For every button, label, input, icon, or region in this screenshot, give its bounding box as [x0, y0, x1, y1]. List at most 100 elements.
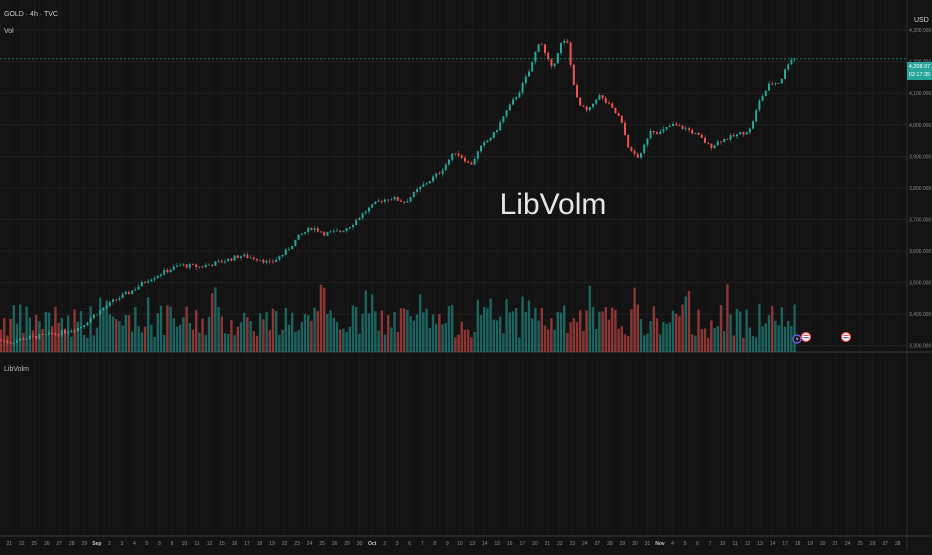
candle — [393, 195, 396, 201]
candle — [83, 325, 86, 329]
time-axis-label: 8 — [433, 541, 436, 547]
candle — [236, 254, 239, 259]
candle — [451, 153, 454, 163]
candle — [515, 96, 518, 101]
candle — [92, 313, 95, 320]
volume-bar — [92, 335, 95, 352]
candle — [553, 63, 556, 69]
candle — [224, 258, 226, 265]
volume-bar — [620, 326, 623, 352]
candle — [192, 263, 194, 266]
volume-bar — [83, 335, 86, 352]
event-flash-icon[interactable] — [792, 334, 802, 344]
volume-bar — [511, 311, 515, 352]
volume-bar — [195, 310, 198, 352]
volume-bar — [627, 335, 630, 352]
candle — [604, 95, 607, 104]
symbol-title[interactable]: GOLD · 4h · TVC — [4, 11, 58, 18]
candle — [537, 43, 540, 53]
candle — [691, 128, 694, 135]
candle — [336, 227, 338, 232]
event-us-flag-icon[interactable] — [800, 331, 812, 343]
candle — [265, 259, 268, 265]
volume-bar — [428, 327, 431, 352]
volume-bar — [364, 290, 367, 352]
volume-bar — [790, 326, 793, 352]
time-axis-label: 9 — [446, 541, 449, 547]
volume-bar — [115, 319, 118, 352]
candle — [646, 138, 649, 148]
volume-bar — [393, 312, 396, 352]
volume-bar — [540, 307, 543, 352]
candle — [496, 129, 498, 134]
candle — [608, 100, 610, 105]
event-markers[interactable] — [792, 331, 852, 344]
volume-bar — [422, 312, 425, 352]
candle — [371, 204, 374, 208]
currency-label[interactable]: USD — [914, 17, 929, 24]
volume-bar — [563, 305, 566, 352]
candle — [163, 267, 166, 276]
time-axis-label: 17 — [520, 541, 526, 547]
candle — [764, 90, 767, 97]
time-axis-label: 9 — [171, 541, 174, 547]
volume-bar — [630, 309, 633, 352]
volume-bar — [649, 321, 652, 352]
time-axis-label: 24 — [845, 541, 851, 547]
time-axis-label: 28 — [607, 541, 613, 547]
candle — [697, 131, 700, 135]
volume-bar — [377, 330, 380, 352]
candle — [678, 123, 681, 127]
volume-bar — [451, 304, 454, 352]
volume-bar — [44, 311, 47, 352]
time-axis-label: 7 — [709, 541, 712, 547]
candle — [432, 174, 434, 184]
volume-bar — [572, 318, 575, 352]
candle — [105, 303, 108, 310]
volume-bar — [326, 314, 329, 352]
candle — [441, 168, 444, 177]
volume-bar — [505, 299, 508, 352]
candle — [588, 106, 591, 112]
volume-bar — [495, 320, 499, 352]
volume-bar — [188, 322, 191, 352]
time-axis-label: 20 — [532, 541, 538, 547]
candle — [147, 279, 150, 284]
candle — [444, 162, 447, 172]
candle — [502, 116, 505, 124]
event-us-flag-icon[interactable] — [840, 331, 852, 343]
volume-bar — [227, 333, 230, 352]
volume-bar — [623, 334, 627, 352]
candle — [76, 327, 79, 332]
time-axis-label: 23 — [570, 541, 576, 547]
volume-bar — [310, 320, 313, 352]
volume-bar — [249, 321, 252, 352]
volume-bar — [444, 322, 447, 352]
volume-indicator-label[interactable]: Vol — [4, 28, 14, 35]
candle — [214, 261, 217, 266]
candle — [208, 263, 210, 266]
candle — [793, 57, 796, 63]
time-axis-label: 13 — [469, 541, 475, 547]
candle — [297, 234, 300, 240]
volume-bar — [95, 327, 99, 352]
candle — [505, 110, 508, 119]
volume-bar — [201, 318, 204, 352]
volume-bar — [35, 314, 38, 352]
libvolm-pane-label[interactable]: LibVolm — [4, 366, 29, 373]
time-axis-label: 18 — [795, 541, 801, 547]
time-axis-label: 19 — [269, 541, 275, 547]
candle — [332, 228, 335, 234]
volume-bar — [508, 312, 511, 352]
volume-bar — [454, 337, 457, 352]
candle — [457, 150, 460, 158]
volume-bar — [643, 335, 646, 352]
candle — [3, 340, 6, 344]
volume-bar — [284, 307, 287, 352]
time-axis[interactable]: 21 22 25 26 27 28 29 Sep 2 3 4 5 8 9 10 11 12 15 16 17 18 19 2… — [6, 541, 900, 547]
volume-bar — [255, 335, 259, 352]
candle — [406, 198, 409, 203]
candle — [528, 68, 530, 77]
